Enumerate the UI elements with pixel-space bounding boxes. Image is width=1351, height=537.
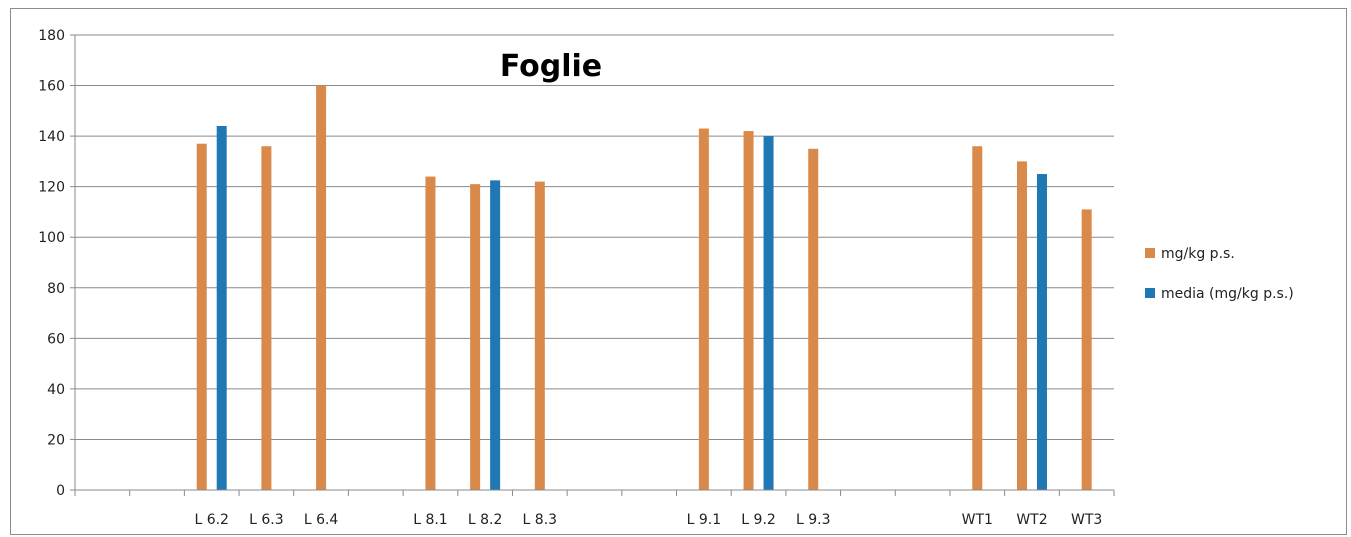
bar-mg-kg <box>808 148 819 490</box>
y-tick-label: 120 <box>38 180 65 196</box>
legend-label: media (mg/kg p.s.) <box>1161 286 1294 302</box>
bar-media <box>763 136 774 490</box>
bar-mg-kg <box>1081 209 1092 490</box>
axes <box>70 34 1115 496</box>
y-tick-label: 40 <box>47 382 65 398</box>
y-tick-label: 20 <box>47 432 65 448</box>
y-tick-label: 180 <box>38 28 65 44</box>
bars <box>196 85 1092 491</box>
x-tick-label: L 9.3 <box>796 512 831 528</box>
x-tick-label: L 6.3 <box>249 512 284 528</box>
x-tick-label: WT2 <box>1016 512 1047 528</box>
x-tick-label: L 9.1 <box>687 512 722 528</box>
y-tick-label: 140 <box>38 129 65 145</box>
y-tick-label: 0 <box>56 483 65 499</box>
legend: mg/kg p.s. media (mg/kg p.s.) <box>1145 246 1294 302</box>
bar-mg-kg <box>316 85 327 491</box>
bar-chart: 0 20 40 60 80 100 120 140 160 180 L 6.2 L 6.3 L 6.4… <box>38 28 1294 528</box>
y-tick-label: 80 <box>47 281 65 297</box>
x-tick-labels: L 6.2 L 6.3 L 6.4 L 8.1 L 8.2 L 8.3 L 9.1 L 9.2… <box>194 512 1102 528</box>
bar-mg-kg <box>1016 161 1027 490</box>
x-tick-label: L 9.2 <box>741 512 776 528</box>
bar-mg-kg <box>470 184 481 490</box>
bar-mg-kg <box>972 146 983 490</box>
y-tick-label: 60 <box>47 331 65 347</box>
x-tick-label: L 6.4 <box>304 512 339 528</box>
legend-label: mg/kg p.s. <box>1161 246 1235 262</box>
legend-swatch <box>1145 248 1155 258</box>
bar-mg-kg <box>425 176 436 491</box>
x-tick-label: WT1 <box>962 512 993 528</box>
x-tick-label: L 8.2 <box>468 512 503 528</box>
bar-media <box>216 126 227 490</box>
y-tick-labels: 0 20 40 60 80 100 120 140 160 180 <box>38 28 65 499</box>
x-tick-label: WT3 <box>1071 512 1102 528</box>
x-tick-label: L 8.1 <box>413 512 448 528</box>
chart-frame: 0 20 40 60 80 100 120 140 160 180 L 6.2 L 6.3 L 6.4… <box>10 8 1347 535</box>
bar-mg-kg <box>261 146 272 490</box>
bar-media <box>490 180 501 490</box>
legend-swatch <box>1145 288 1155 298</box>
y-tick-label: 160 <box>38 79 65 95</box>
chart-title: Foglie <box>500 49 602 84</box>
bar-mg-kg <box>743 131 754 491</box>
bar-mg-kg <box>698 128 709 490</box>
x-tick-label: L 8.3 <box>523 512 558 528</box>
gridlines <box>75 34 1114 440</box>
y-tick-label: 100 <box>38 230 65 246</box>
x-tick-label: L 6.2 <box>194 512 229 528</box>
bar-mg-kg <box>534 181 545 490</box>
bar-mg-kg <box>196 143 207 490</box>
bar-media <box>1036 174 1047 490</box>
